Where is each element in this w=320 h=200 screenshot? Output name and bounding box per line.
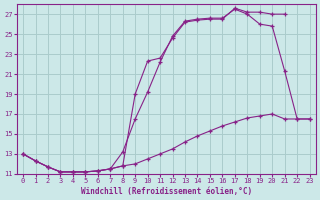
X-axis label: Windchill (Refroidissement éolien,°C): Windchill (Refroidissement éolien,°C) (81, 187, 252, 196)
